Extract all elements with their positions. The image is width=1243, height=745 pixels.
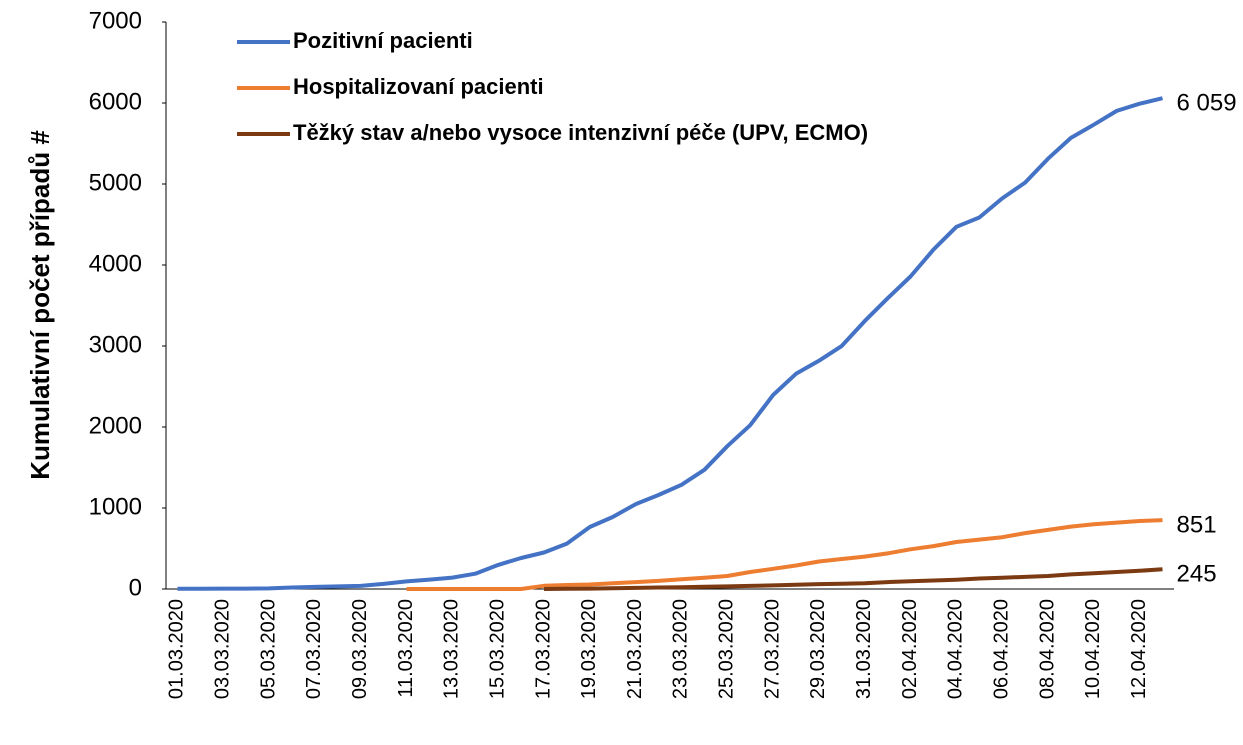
- x-tick-label: 01.03.2020: [166, 599, 188, 699]
- y-tick-label: 4000: [89, 250, 142, 277]
- x-tick-label: 05.03.2020: [257, 599, 279, 699]
- x-tick-label: 03.03.2020: [212, 599, 234, 699]
- x-tick-label: 12.04.2020: [1128, 599, 1150, 699]
- y-tick-label: 5000: [89, 169, 142, 196]
- series-line: [543, 567, 1163, 591]
- y-tick-label: 1000: [89, 493, 142, 520]
- x-tick-label: 02.04.2020: [899, 599, 921, 699]
- legend-label: Pozitivní pacienti: [293, 28, 473, 53]
- x-tick-label: 25.03.2020: [716, 599, 738, 699]
- x-tick-label: 11.03.2020: [395, 599, 417, 698]
- x-tick-label: 31.03.2020: [853, 599, 875, 699]
- x-tick-label: 17.03.2020: [532, 599, 554, 699]
- x-tick-label: 08.04.2020: [1036, 599, 1058, 699]
- x-tick-label: 23.03.2020: [670, 599, 692, 699]
- x-tick-label: 27.03.2020: [761, 599, 783, 699]
- y-tick-label: 0: [129, 574, 142, 601]
- x-tick-label: 21.03.2020: [624, 599, 646, 699]
- x-tick-label: 13.03.2020: [441, 599, 463, 699]
- legend-label: Těžký stav a/nebo vysoce intenzivní péče…: [293, 120, 868, 145]
- end-label: 851: [1177, 511, 1217, 538]
- x-tick-label: 07.03.2020: [303, 599, 325, 699]
- x-tick-label: 09.03.2020: [349, 599, 371, 699]
- x-tick-label: 19.03.2020: [578, 599, 600, 699]
- y-tick-label: 6000: [89, 88, 142, 115]
- x-tick-label: 29.03.2020: [807, 599, 829, 699]
- legend-label: Hospitalizovaní pacienti: [293, 74, 544, 99]
- end-label: 6 059: [1177, 90, 1237, 117]
- y-tick-label: 3000: [89, 331, 142, 358]
- x-tick-label: 15.03.2020: [486, 599, 508, 699]
- x-tick-label: 10.04.2020: [1082, 599, 1104, 699]
- end-label: 245: [1177, 560, 1217, 587]
- y-tick-label: 7000: [89, 7, 142, 34]
- series-line: [177, 96, 1163, 591]
- x-tick-label: 06.04.2020: [990, 599, 1012, 699]
- x-tick-label: 04.04.2020: [945, 599, 967, 699]
- y-tick-label: 2000: [89, 412, 142, 439]
- series-line: [406, 518, 1163, 591]
- y-axis-label: Kumulativní počet případů #: [25, 130, 55, 480]
